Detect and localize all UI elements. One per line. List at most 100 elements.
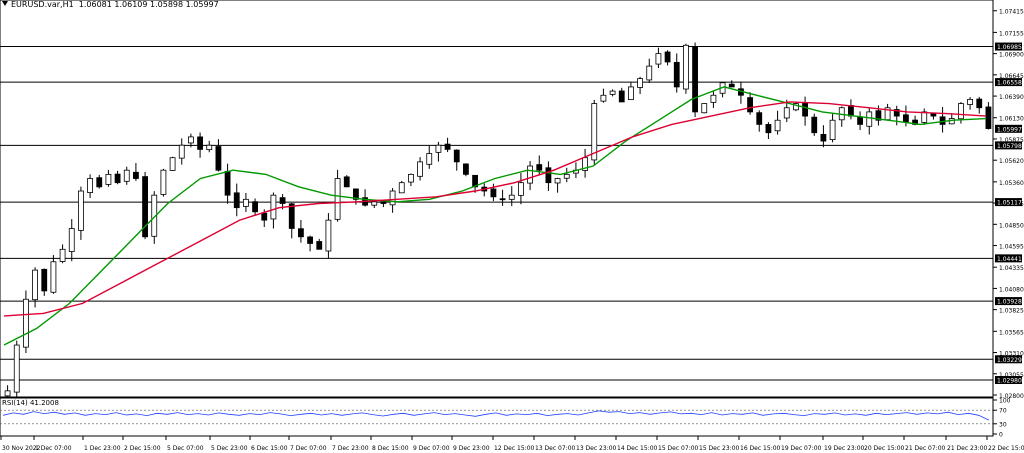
rsi-axis: 100 70 30 0 xyxy=(993,398,1011,439)
candle-body xyxy=(710,94,717,103)
candle-body xyxy=(829,119,836,140)
candle-body xyxy=(288,203,295,229)
candle-body xyxy=(353,188,359,200)
candle-body xyxy=(224,170,231,196)
candle-body xyxy=(453,149,460,163)
level-label: 1.05117 xyxy=(997,200,1022,207)
candle-body xyxy=(857,116,863,125)
time-tick-label: 6 Dec 15:00 xyxy=(251,445,288,452)
time-tick-label: 5 Dec 23:00 xyxy=(211,445,248,452)
candle-body xyxy=(334,178,341,220)
candle-body xyxy=(646,65,653,81)
candle-body xyxy=(215,146,222,171)
price-tick-label: 1.05360 xyxy=(999,180,1024,187)
time-tick-label: 19 Dec 07:00 xyxy=(781,445,822,452)
candle-body xyxy=(4,390,11,397)
candle-body xyxy=(32,269,38,301)
time-tick-label: 19 Dec 23:00 xyxy=(824,445,865,452)
candle-body xyxy=(518,182,524,196)
time-tick-label: 21 Dec 07:00 xyxy=(905,445,946,452)
time-tick-label: 14 Dec 15:00 xyxy=(617,445,658,452)
time-tick-label: 21 Dec 23:00 xyxy=(947,445,988,452)
candle-body xyxy=(692,46,698,113)
candle-body xyxy=(398,182,405,194)
candle-body xyxy=(206,144,213,151)
candle-body xyxy=(554,178,561,184)
candle-body xyxy=(380,201,387,204)
candle-body xyxy=(756,112,763,125)
candle-body xyxy=(270,194,277,220)
candle-body xyxy=(628,86,634,101)
candle-body xyxy=(783,107,790,119)
candle-body xyxy=(490,188,497,198)
candle-body xyxy=(765,124,772,134)
level-label: 1.05798 xyxy=(997,143,1022,150)
level-label: 1.04441 xyxy=(997,256,1022,263)
candle-body xyxy=(866,111,873,127)
level-marker xyxy=(995,141,1022,150)
rsi-lines xyxy=(0,409,993,425)
rsi-tick-label: 70 xyxy=(999,408,1007,415)
rsi-tick-label: 30 xyxy=(999,421,1007,428)
candle-body xyxy=(417,161,423,177)
candle-body xyxy=(893,109,900,117)
candle-body xyxy=(985,106,992,129)
candle-body xyxy=(13,344,20,393)
candle-body xyxy=(527,165,533,184)
time-tick-label: 8 Dec 15:00 xyxy=(372,445,409,452)
candle-body xyxy=(673,61,680,88)
candle-body xyxy=(325,219,332,252)
ma-fast-line xyxy=(3,86,987,346)
time-tick-label: 5 Dec 07:00 xyxy=(167,445,204,452)
candle-body xyxy=(78,190,84,231)
candle-body xyxy=(903,114,909,123)
chart-header: EURUSD.var,H1 1.06081 1.06109 1.05898 1.… xyxy=(2,0,219,9)
time-tick-label: 7 Dec 23:00 xyxy=(332,445,369,452)
level-label: 1.06558 xyxy=(997,80,1022,87)
price-tick-label: 1.04335 xyxy=(999,265,1024,272)
candle-body xyxy=(23,298,29,348)
level-marker xyxy=(995,355,1022,364)
candle-body xyxy=(279,197,286,204)
candle-body xyxy=(875,110,882,121)
price-tick-label: 1.03310 xyxy=(999,351,1024,358)
candle-body xyxy=(545,167,552,184)
level-marker xyxy=(995,297,1022,306)
candle-body xyxy=(637,78,643,88)
candle-body xyxy=(793,103,799,111)
candle-body xyxy=(508,194,515,200)
candle-body xyxy=(444,143,451,150)
candle-body xyxy=(133,171,139,179)
dropdown-triangle-icon[interactable] xyxy=(2,1,8,6)
time-tick-label: 1 Dec 23:00 xyxy=(84,445,121,452)
candle-body xyxy=(114,173,121,184)
level-marker xyxy=(995,198,1022,207)
time-tick-label: 16 Dec 15:00 xyxy=(740,445,781,452)
candle-body xyxy=(701,103,708,114)
candle-body xyxy=(811,116,818,134)
time-tick-label: 22 Dec 15:00 xyxy=(988,445,1024,452)
level-label: 1.06985 xyxy=(997,44,1022,51)
candle-body xyxy=(68,228,75,252)
rsi-panel xyxy=(0,397,994,437)
time-tick-label: 15 Dec 23:00 xyxy=(699,445,740,452)
candle-body xyxy=(298,228,304,238)
rsi-label: RSI(14) 41.2008 xyxy=(2,399,59,407)
horizontal-levels xyxy=(0,46,993,381)
current-price-label: 1.05997 xyxy=(997,126,1022,133)
candle-body xyxy=(96,177,103,188)
time-tick-label: 9 Dec 07:00 xyxy=(413,445,450,452)
candle-body xyxy=(307,236,313,244)
level-marker xyxy=(995,42,1022,51)
candle-body xyxy=(958,103,964,120)
candle-body xyxy=(426,153,433,165)
price-tick-label: 1.03055 xyxy=(999,372,1024,379)
candle-body xyxy=(87,178,93,193)
rsi-tick-label: 0 xyxy=(999,432,1003,439)
time-tick-label: 30 Nov 2022 xyxy=(2,445,41,452)
time-tick-label: 20 Dec 15:00 xyxy=(864,445,905,452)
time-tick-label: 13 Dec 23:00 xyxy=(576,445,617,452)
candle-body xyxy=(233,192,240,209)
